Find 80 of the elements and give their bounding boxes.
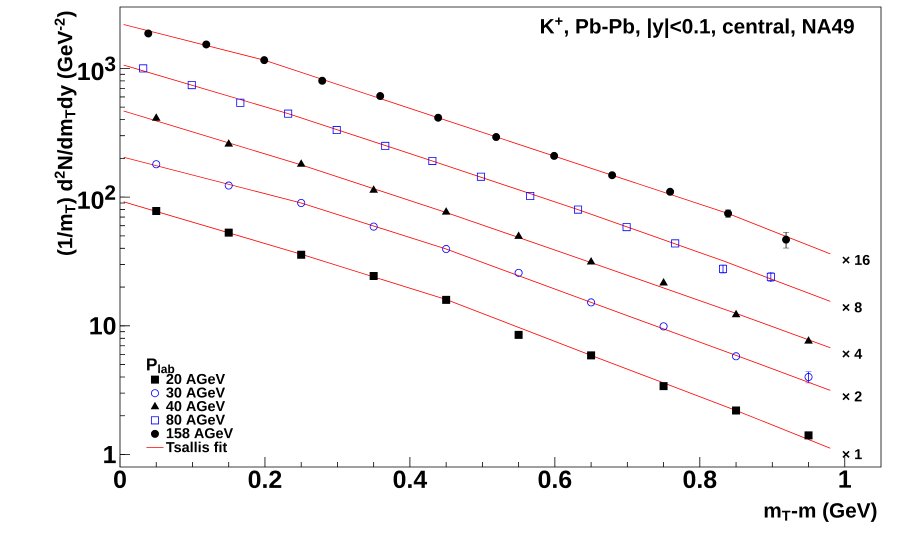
point [587,257,596,265]
point [782,236,790,244]
point [732,310,740,318]
point [139,64,148,72]
point [284,110,292,118]
point [666,188,674,196]
x-tick-label: 0.8 [684,470,716,488]
point [622,223,631,232]
point [202,40,210,48]
point [671,239,680,248]
point [804,336,813,344]
point [442,207,450,215]
point [428,156,436,165]
point [442,245,450,254]
point [297,160,306,167]
point [732,352,740,360]
y-tick-label: 10 [90,317,116,335]
legend-label: 30 AGeV [166,387,226,398]
point [370,186,378,193]
x-tick-label: 0 [114,470,126,488]
point [188,81,196,90]
point [804,431,813,440]
point [297,199,306,208]
point [660,322,668,330]
point [152,114,160,121]
point [381,142,390,150]
point [370,222,378,231]
point [608,171,616,180]
point [476,172,485,181]
point [660,278,668,286]
point [332,126,341,134]
point [587,351,596,360]
y-tick-label: 1 [104,446,116,464]
legend-label: 158 AGeV [166,428,234,438]
line-series [123,64,831,302]
point [144,29,152,38]
point [236,98,244,107]
x-tick-label: 0.2 [248,470,282,488]
point [260,56,268,64]
x-tick-label: 0.4 [394,470,428,488]
point [224,140,233,147]
chart-title: K$^{+}$, Pb-Pb, |y|<0.1, central, NA49 [541,17,854,38]
point [224,182,233,190]
text: (1/m$_{T}$) d$^{2}$N/dm$_{T}$dy (GeV$^{-2}$) [54,12,76,256]
x-tick-label: 0.6 [538,470,572,488]
annotation: × 8 [842,302,862,312]
line-series [123,110,831,348]
point [376,92,384,100]
point [152,207,160,216]
point [442,296,450,304]
point [434,114,442,122]
y-tick-label: 10$^{2}$ [78,185,116,209]
x-axis-title: m$_{T}$-m (GeV) [764,502,876,522]
point [514,268,523,277]
point [318,76,326,85]
annotation: × 2 [842,391,862,402]
legend-label: Tsallis fit [166,442,228,452]
y-tick-label: 10$^{3}$ [78,56,116,80]
point [514,330,523,339]
point [526,192,534,200]
point [152,160,160,168]
point [804,373,813,382]
point [370,272,378,280]
legend-label: 40 AGeV [166,401,226,412]
point [492,133,500,142]
point [224,228,233,237]
point [732,406,740,414]
point [587,298,596,306]
x-tick-label: 1 [839,470,851,488]
annotation: × 16 [842,254,870,266]
point [514,232,523,239]
legend-label: 20 AGeV [166,374,226,384]
annotation: × 1 [842,449,862,460]
legend-label: 80 AGeV [166,414,226,425]
legend-title: P$_{lab}$ [147,358,174,374]
annotation: × 4 [842,348,862,359]
point [297,250,306,259]
point [574,206,582,214]
point [550,152,558,160]
point [660,382,668,390]
